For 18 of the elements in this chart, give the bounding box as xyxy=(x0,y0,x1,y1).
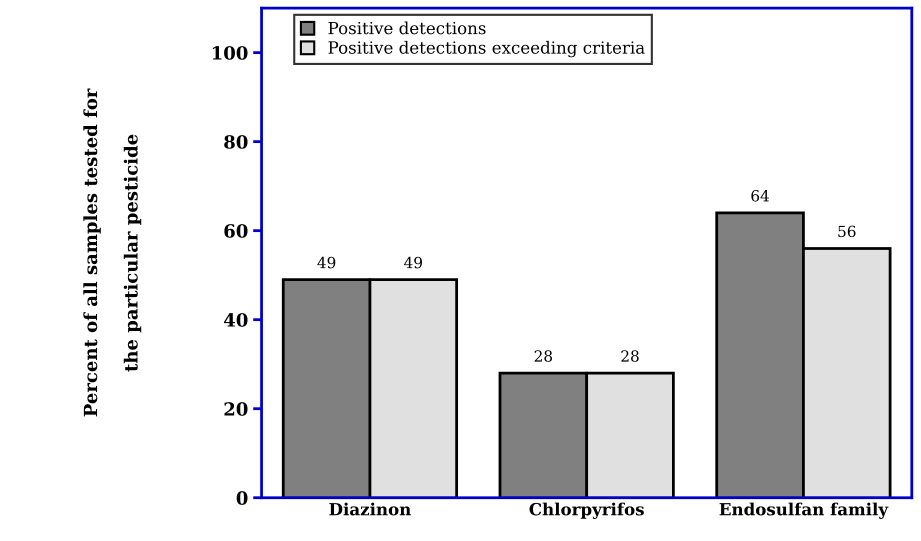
y-tick-label: 20 xyxy=(224,402,248,416)
legend-label: Positive detections xyxy=(328,21,486,34)
data-label: 28 xyxy=(534,350,552,362)
x-tick-label: Diazinon xyxy=(329,502,411,516)
legend-label: Positive detections exceeding criteria xyxy=(328,40,645,58)
data-label: 49 xyxy=(317,256,336,268)
data-label: 56 xyxy=(838,226,856,238)
y-tick-label: 0 xyxy=(236,491,248,505)
x-tick-label: Chlorpyrifos xyxy=(530,502,644,519)
y-tick-label: 60 xyxy=(224,224,248,238)
y-tick-label: 40 xyxy=(224,313,248,327)
data-label: 64 xyxy=(751,190,770,202)
text: Percent of all samples tested for the particular pesticide xyxy=(83,88,142,416)
x-tick-label: Endosulfan family xyxy=(720,502,888,519)
data-label: 28 xyxy=(621,350,639,362)
y-tick-label: 100 xyxy=(212,46,248,60)
y-tick-label: 80 xyxy=(224,135,248,149)
data-label: 49 xyxy=(404,256,422,268)
